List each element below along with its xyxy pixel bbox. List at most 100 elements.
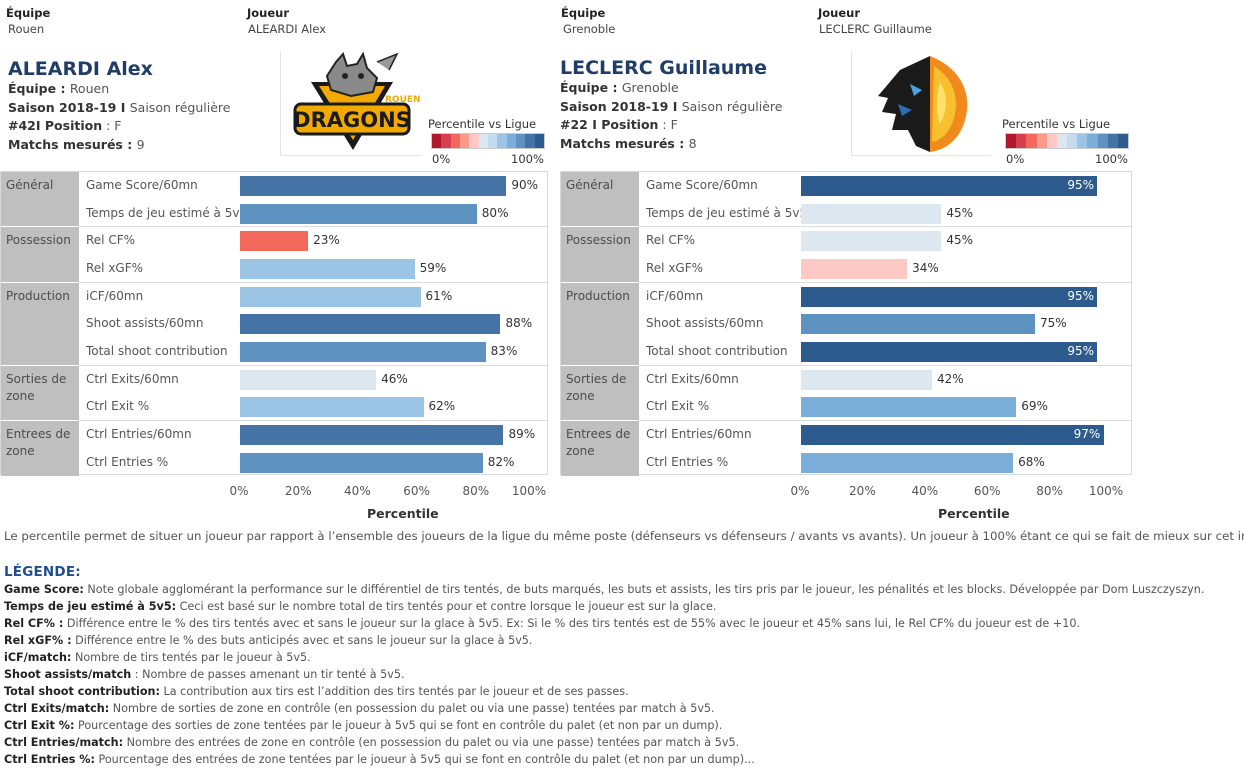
bar[interactable]	[801, 175, 1098, 196]
color-swatch	[1097, 134, 1108, 148]
metric-label: Shoot assists/60mn	[646, 316, 764, 331]
metric-label: Game Score/60mn	[646, 177, 758, 192]
legend-description: Différence entre le % des tirs tentés av…	[63, 617, 1080, 630]
bar[interactable]	[801, 231, 942, 252]
bar[interactable]	[240, 231, 309, 252]
legend-description: Note globale agglomérant la performance …	[83, 583, 1205, 596]
color-swatch	[515, 134, 526, 148]
svg-text:DRAGONS: DRAGONS	[293, 108, 411, 132]
bar[interactable]	[240, 286, 421, 307]
bar-value-label: 97%	[1073, 427, 1101, 442]
filter-team-value-left[interactable]: Rouen	[8, 22, 45, 36]
metric-label: Game Score/60mn	[86, 177, 198, 192]
legend-item: Shoot assists/match : Nombre de passes a…	[4, 666, 1204, 683]
legend-term: iCF/match:	[4, 651, 72, 664]
color-swatch	[1087, 134, 1098, 148]
color-swatch	[506, 134, 516, 148]
metric-label: Shoot assists/60mn	[86, 316, 204, 331]
bar[interactable]	[801, 314, 1035, 335]
x-tick-label: 20%	[849, 484, 876, 498]
legend-term: Shoot assists/match	[4, 668, 132, 681]
x-tick-label: 100%	[1088, 484, 1124, 498]
category-label: Sorties de zone	[1, 365, 79, 422]
bar[interactable]	[801, 397, 1017, 418]
filter-player-label-right: Joueur	[818, 6, 861, 20]
x-tick-label: 20%	[284, 484, 312, 498]
percentile-legend-title-left: Percentile vs Ligue	[428, 117, 537, 131]
bar[interactable]	[240, 452, 483, 473]
category-label: Possession	[561, 227, 639, 283]
bar-value-label: 82%	[487, 454, 515, 469]
legend-term: Total shoot contribution:	[4, 685, 160, 698]
legend-description: Différence entre le % des buts anticipés…	[71, 634, 533, 647]
bar[interactable]	[240, 203, 477, 224]
bar[interactable]	[801, 286, 1098, 307]
bar[interactable]	[240, 397, 424, 418]
color-swatch	[1077, 134, 1088, 148]
filter-player-value-left[interactable]: ALEARDI Alex	[248, 22, 327, 36]
color-swatch	[1107, 134, 1118, 148]
bar-value-label: 75%	[1040, 316, 1067, 331]
color-swatch	[1067, 134, 1078, 148]
bar[interactable]	[240, 425, 504, 446]
bar[interactable]	[240, 342, 486, 363]
bar-value-label: 80%	[481, 205, 509, 220]
bar-value-label: 83%	[490, 344, 518, 359]
bar[interactable]	[801, 203, 942, 224]
x-tick-label: 40%	[911, 484, 939, 498]
metric-label: Rel CF%	[86, 233, 136, 248]
equipe-value: Rouen	[69, 81, 110, 96]
legend-list: Game Score: Note globale agglomérant la …	[4, 581, 1204, 768]
legend-item: Ctrl Entries/match: Nombre des entrées d…	[4, 734, 1204, 751]
legend-description: Nombre de sorties de zone en contrôle (e…	[109, 702, 715, 715]
color-swatch	[1036, 134, 1047, 148]
bar[interactable]	[240, 314, 501, 335]
filter-player-value-right[interactable]: LECLERC Guillaume	[819, 22, 932, 36]
metric-label: Ctrl Exits/60mn	[86, 371, 179, 386]
matchs-value: 8	[688, 135, 697, 151]
bar-value-label: 95%	[1067, 344, 1095, 359]
color-swatch	[1056, 134, 1068, 148]
x-axis-title-left: Percentile	[367, 506, 439, 521]
legend-item: Temps de jeu estimé à 5v5: Ceci est basé…	[4, 598, 1204, 615]
legend-item: Game Score: Note globale agglomérant la …	[4, 581, 1204, 598]
bar[interactable]	[801, 369, 933, 390]
metric-label: Temps de jeu estimé à 5v5	[646, 205, 808, 220]
bar[interactable]	[801, 258, 908, 279]
player-name-right: LECLERC Guillaume	[560, 57, 767, 79]
category-label: Possession	[1, 227, 79, 283]
group-divider	[79, 420, 547, 422]
metric-label: Ctrl Entries %	[86, 454, 169, 469]
bar-value-label: 23%	[313, 233, 340, 248]
group-divider	[639, 364, 1131, 366]
category-label: Entrees de zone	[561, 421, 639, 477]
color-swatch	[497, 134, 507, 148]
bar-value-label: 42%	[937, 371, 964, 386]
percentile-legend-min-right: 0%	[1006, 152, 1025, 166]
category-label: Production	[1, 282, 79, 366]
player-info-right: Équipe : Grenoble Saison 2018-19 I Saiso…	[560, 79, 782, 153]
filter-team-label-left: Équipe	[6, 6, 51, 20]
bar[interactable]	[801, 425, 1104, 446]
group-divider	[639, 226, 1131, 228]
bar[interactable]	[240, 369, 377, 390]
bar[interactable]	[801, 342, 1098, 363]
group-divider	[639, 281, 1131, 283]
metric-label: Total shoot contribution	[86, 344, 228, 359]
filter-team-value-right[interactable]: Grenoble	[563, 22, 616, 36]
legend-item: iCF/match: Nombre de tirs tentés par le …	[4, 649, 1204, 666]
percentile-chart-right: Général Possession Production Sorties de zo…	[560, 171, 1132, 477]
legend-description: Nombre de tirs tentés par le joueur à 5v…	[71, 651, 311, 664]
bar[interactable]	[240, 175, 507, 196]
legend-item: Rel xGF% : Différence entre le % des but…	[4, 632, 1204, 649]
bar-value-label: 45%	[946, 233, 974, 248]
category-label: Sorties de zone	[561, 365, 639, 422]
legend-item: Ctrl Exit %: Pourcentage des sorties de …	[4, 717, 1204, 734]
filter-team-label-right: Équipe	[561, 6, 606, 20]
player-name-left: ALEARDI Alex	[8, 58, 153, 80]
legend-title: LÉGENDE:	[4, 564, 81, 580]
metric-label: Ctrl Entries/60mn	[86, 427, 192, 442]
color-swatch	[469, 134, 479, 148]
bar[interactable]	[240, 258, 415, 279]
bar[interactable]	[801, 452, 1014, 473]
